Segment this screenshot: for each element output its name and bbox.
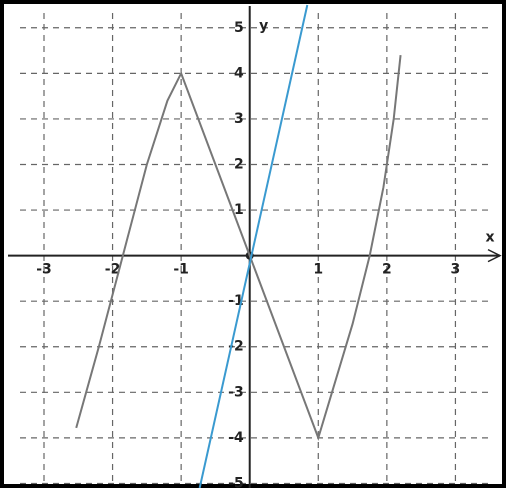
- x-axis-label: x: [485, 230, 494, 246]
- chart: -3-2-1123-5-4-3-2-112345xy: [0, 0, 506, 488]
- y-tick-label: 2: [234, 156, 244, 172]
- x-tick-label: 1: [313, 262, 323, 278]
- y-tick-label: -5: [228, 475, 244, 488]
- y-tick-label: 3: [234, 111, 244, 127]
- data-line: [200, 5, 308, 488]
- y-tick-label: -4: [228, 430, 244, 446]
- x-tick-label: 3: [451, 262, 461, 278]
- y-tick-label: 5: [234, 20, 244, 36]
- x-tick-label: -1: [173, 262, 189, 278]
- y-tick-label: 4: [234, 65, 244, 81]
- x-tick-label: 2: [382, 262, 392, 278]
- y-axis-label: y: [259, 18, 268, 34]
- frame: [2, 2, 504, 486]
- y-tick-label: -3: [228, 384, 244, 400]
- x-tick-label: -3: [36, 262, 52, 278]
